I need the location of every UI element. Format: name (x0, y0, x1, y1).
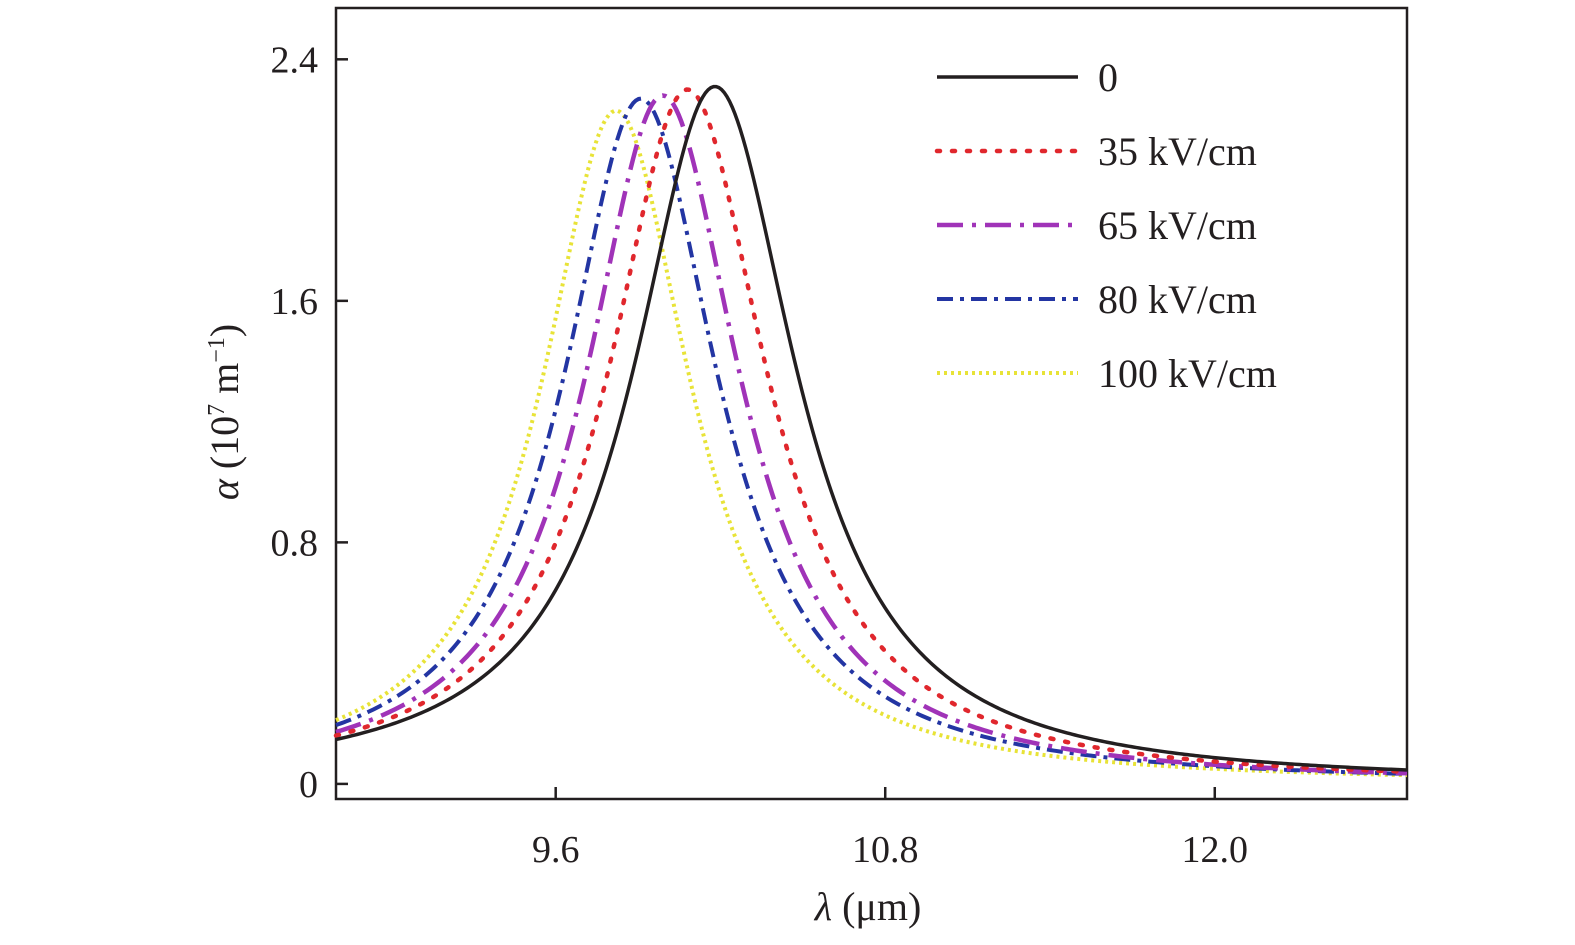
series-line (335, 93, 1408, 776)
x-axis-title: λ (μm) (814, 884, 922, 929)
legend-label: 80 kV/cm (1098, 277, 1257, 322)
series-line (333, 87, 1410, 774)
legend-label: 65 kV/cm (1098, 203, 1257, 248)
y-tick-label: 0.8 (271, 522, 319, 564)
y-tick-label: 1.6 (271, 281, 319, 323)
legend-label: 100 kV/cm (1098, 351, 1277, 396)
y-tick-label: 0 (299, 764, 318, 806)
legend-label: 0 (1098, 55, 1118, 100)
legend-label: 35 kV/cm (1098, 129, 1257, 174)
series-layer (333, 84, 1410, 778)
legend: 0 35 kV/cm 65 kV/cm 80 kV/cm 100 kV/cm (934, 55, 1277, 396)
axis-ticks: 9.6 10.8 12.0 0 0.8 1.6 2.4 (271, 39, 1249, 871)
x-tick-label: 10.8 (852, 829, 919, 871)
plot-frame (334, 6, 1409, 801)
series-line (335, 96, 1408, 776)
x-tick-label: 9.6 (532, 829, 580, 871)
x-tick-label: 12.0 (1182, 829, 1249, 871)
y-axis-title: α (107 m−1) (202, 324, 247, 500)
y-tick-label: 2.4 (271, 39, 319, 81)
series-line (335, 84, 1408, 772)
